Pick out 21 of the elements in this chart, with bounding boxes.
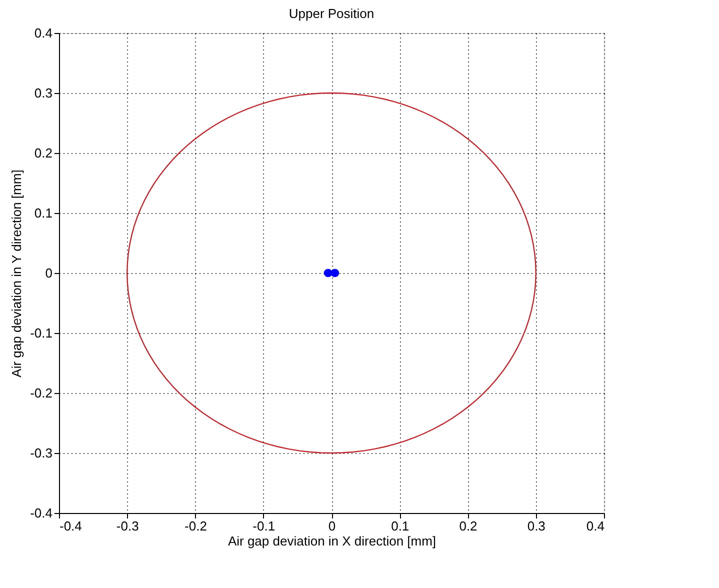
y-axis-title: Air gap deviation in Y direction [mm] — [9, 170, 24, 378]
chart-title: Upper Position — [288, 6, 374, 21]
x-tick-label: -0.4 — [60, 518, 82, 534]
y-tick-label: 0.4 — [34, 26, 52, 40]
x-axis-title: Air gap deviation in X direction [mm] — [228, 534, 436, 548]
y-tick-label: -0.3 — [30, 446, 52, 460]
y-tick-label: -0.4 — [30, 506, 52, 520]
x-tick-label: -0.2 — [184, 518, 207, 534]
x-tick-label: 0 — [328, 518, 336, 534]
x-tick-label: -0.3 — [116, 518, 139, 534]
x-tick-label: 0.1 — [391, 518, 410, 534]
y-tick-label: 0.1 — [34, 206, 52, 220]
y-tick-label: -0.2 — [30, 386, 52, 400]
y-tick-label: 0.2 — [34, 146, 52, 160]
x-tick-label: 0.3 — [527, 518, 546, 534]
y-tick-label: -0.1 — [30, 326, 52, 340]
x-tick-label: 0.4 — [586, 518, 604, 534]
x-tick-label: -0.1 — [252, 518, 276, 534]
y-tick-label: 0.3 — [34, 86, 52, 100]
x-tick-label: 0.2 — [459, 518, 478, 534]
y-tick-label: 0 — [45, 266, 52, 280]
